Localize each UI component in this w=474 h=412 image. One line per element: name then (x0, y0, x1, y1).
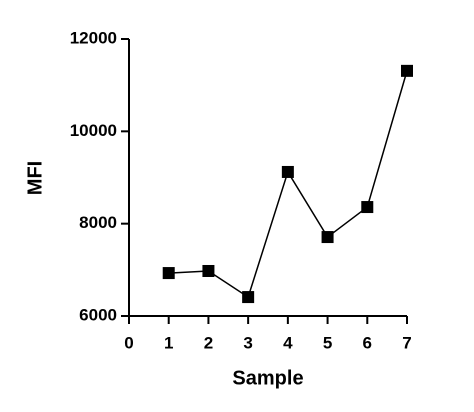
y-tick-label: 6000 (79, 305, 117, 324)
x-tick-label: 5 (323, 333, 332, 352)
marker (401, 64, 413, 77)
y-tick-label: 8000 (79, 213, 117, 232)
data-line (168, 70, 408, 299)
x-axis-title: Sample (232, 367, 303, 389)
y-axis-title: MFI (24, 161, 46, 195)
x-tick-label: 0 (124, 333, 133, 352)
x-tick-label: 3 (243, 333, 252, 352)
marker (162, 267, 175, 280)
x-tick-label: 2 (204, 333, 213, 352)
x-tick-label: 1 (164, 333, 173, 352)
x-tick-label: 7 (402, 333, 411, 352)
x-tick-label: 6 (363, 333, 372, 352)
marker (361, 201, 374, 214)
marker (242, 291, 255, 304)
marker (281, 165, 294, 178)
y-tick-label: 10000 (70, 121, 117, 140)
y-tick-label: 12000 (70, 28, 117, 47)
marker (202, 264, 215, 277)
marker (321, 231, 334, 244)
x-tick-label: 4 (283, 333, 293, 352)
